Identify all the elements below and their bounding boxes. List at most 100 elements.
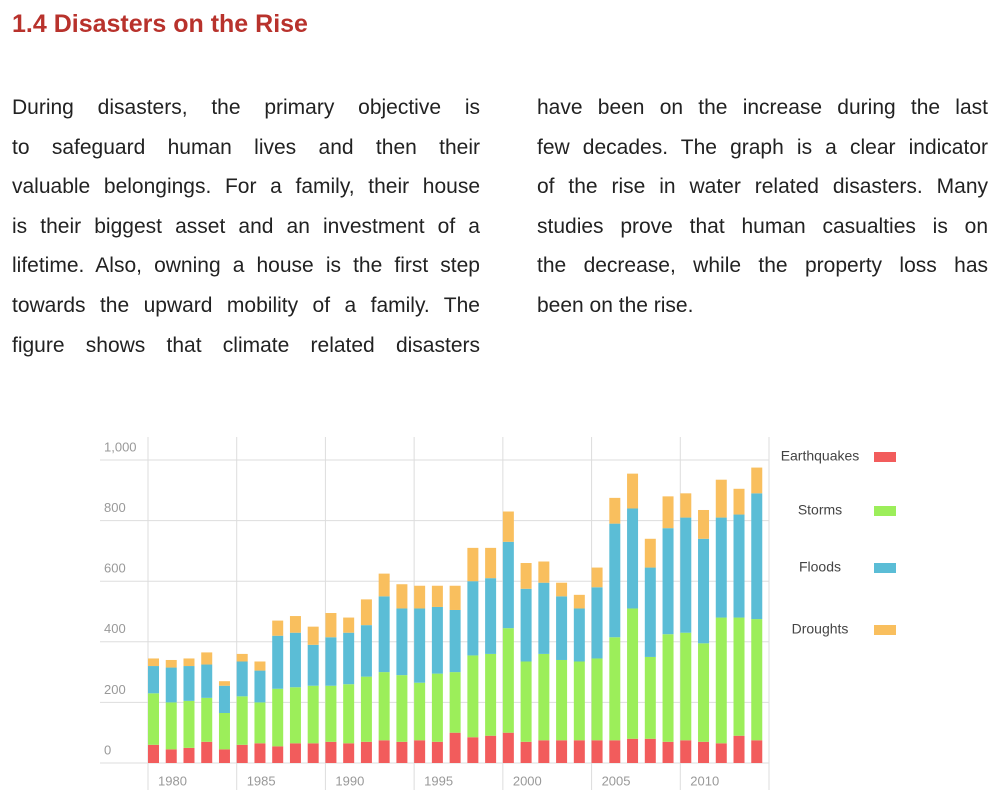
legend-swatch xyxy=(874,625,896,635)
bar-segment xyxy=(307,685,319,744)
text-line: studies prove that human casualties is o… xyxy=(537,214,988,238)
text-line: to safeguard human lives and then their xyxy=(12,135,480,159)
bar-segment xyxy=(396,608,408,676)
bar-segment xyxy=(343,743,355,763)
text-line: been on the rise. xyxy=(537,293,694,317)
bar-segment xyxy=(449,672,461,733)
bar-segment xyxy=(165,749,177,763)
text-line: lifetime. Also, owning a house is the fi… xyxy=(12,254,480,278)
bar-segment xyxy=(148,658,160,667)
bar-segment xyxy=(627,738,639,763)
bar-segment xyxy=(609,740,621,763)
bar-segment xyxy=(556,596,568,660)
bar-segment xyxy=(538,653,550,741)
bar-segment xyxy=(662,496,674,529)
bar-segment xyxy=(680,632,692,741)
bar-segment xyxy=(148,693,160,745)
bar-segment xyxy=(467,581,479,656)
bar-segment xyxy=(148,744,160,763)
text-line: of the rise in water related disasters. … xyxy=(537,175,988,199)
bar-segment xyxy=(538,582,550,654)
bar-segment xyxy=(254,670,266,703)
legend-swatch xyxy=(874,563,896,573)
text-line: valuable belongings. For a family, their… xyxy=(12,175,480,199)
bar-segment xyxy=(289,687,301,744)
bar-segment xyxy=(698,741,710,763)
y-tick-label: 800 xyxy=(104,500,126,515)
bar-segment xyxy=(218,713,230,750)
bar-segment xyxy=(343,617,355,633)
bar-segment xyxy=(485,547,497,579)
bar-segment xyxy=(414,585,426,609)
bar-segment xyxy=(715,743,727,763)
bar-segment xyxy=(165,659,177,668)
bar-segment xyxy=(644,738,656,763)
text-column: During disasters, the primary objective … xyxy=(12,88,480,365)
y-tick-label: 200 xyxy=(104,682,126,697)
bar-segment xyxy=(485,735,497,763)
bar-segment xyxy=(751,619,763,741)
bar-segment xyxy=(378,573,390,597)
bar-segment xyxy=(502,541,514,629)
bar-segment xyxy=(698,538,710,644)
x-tick-label: 1980 xyxy=(158,773,187,788)
text-line: few decades. The graph is a clear indica… xyxy=(537,135,988,159)
y-tick-label: 0 xyxy=(104,742,111,757)
bar-segment xyxy=(236,696,248,745)
bar-segment xyxy=(520,563,532,589)
bar-segment xyxy=(467,737,479,763)
bar-segment xyxy=(591,587,603,659)
bar-segment xyxy=(502,732,514,763)
bar-segment xyxy=(609,523,621,638)
legend-label: Earthquakes xyxy=(781,448,860,464)
bar-segment xyxy=(733,514,745,618)
bar-segment xyxy=(644,656,656,739)
bar-segment xyxy=(431,585,443,607)
bar-segment xyxy=(431,673,443,742)
bar-segment xyxy=(325,613,337,638)
bar-segment xyxy=(467,547,479,582)
text-line: the decrease, while the property loss ha… xyxy=(537,254,988,278)
bar-segment xyxy=(644,567,656,657)
bar-segment xyxy=(414,608,426,683)
bar-segment xyxy=(201,664,213,698)
text-line: During disasters, the primary objective … xyxy=(12,96,480,119)
text-line: towards the upward mobility of a family.… xyxy=(12,293,480,317)
bar-segment xyxy=(627,608,639,739)
bar-segment xyxy=(236,744,248,763)
bar-segment xyxy=(591,658,603,741)
bar-segment xyxy=(378,740,390,763)
bar-segment xyxy=(396,584,408,609)
bar-segment xyxy=(272,746,284,763)
bar-segment xyxy=(538,561,550,583)
bar-segment xyxy=(662,634,674,742)
bar-segment xyxy=(573,661,585,741)
x-tick-label: 1990 xyxy=(335,773,364,788)
bar-segment xyxy=(218,681,230,686)
bar-segment xyxy=(254,743,266,763)
bar-segment xyxy=(573,608,585,662)
bar-segment xyxy=(236,661,248,697)
bar-segment xyxy=(201,652,213,665)
text-line: is their biggest asset and an investment… xyxy=(12,214,480,238)
text-column: have been on the increase during the las… xyxy=(537,88,988,326)
bar-segment xyxy=(662,741,674,763)
bar-segment xyxy=(325,741,337,763)
bar-segment xyxy=(148,666,160,694)
bar-segment xyxy=(733,488,745,515)
bar-segment xyxy=(289,616,301,633)
y-tick-label: 1,000 xyxy=(104,439,137,454)
bar-segment xyxy=(556,659,568,741)
bar-segment xyxy=(698,509,710,539)
x-tick-label: 2010 xyxy=(690,773,719,788)
bar-segment xyxy=(591,567,603,588)
bar-segment xyxy=(680,740,692,763)
bar-segment xyxy=(609,497,621,524)
bar-segment xyxy=(573,740,585,763)
bar-segment xyxy=(662,528,674,635)
y-tick-label: 400 xyxy=(104,621,126,636)
bar-segment xyxy=(183,700,195,748)
bar-segment xyxy=(680,493,692,518)
bar-segment xyxy=(627,473,639,509)
